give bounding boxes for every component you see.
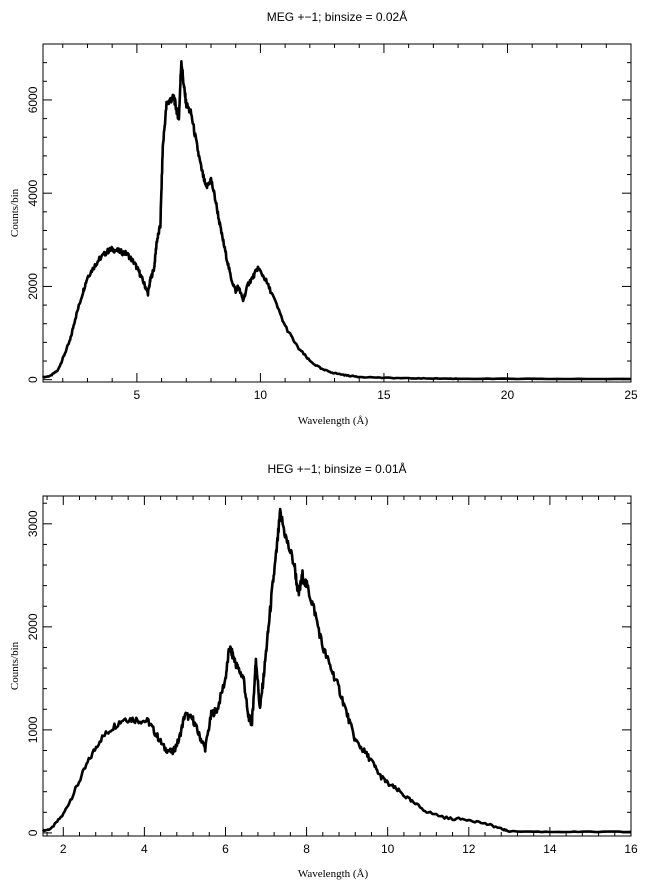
meg-x-axis-label: Wavelength (Å) [298, 415, 369, 427]
meg-plot-frame [42, 43, 632, 383]
meg-y-tick-label: 0 [26, 376, 40, 383]
heg-x-tick-label: 12 [462, 842, 476, 856]
meg-spectrum-line [42, 59, 632, 381]
heg-x-tick-label: 14 [543, 842, 557, 856]
heg-plot-frame [42, 495, 632, 837]
meg-y-axis-label: Counts/bin [9, 188, 21, 237]
heg-x-tick-label: 16 [624, 842, 638, 856]
meg-x-tick-label: 5 [134, 388, 141, 402]
meg-chart: MEG +−1; binsize = 0.02Å 5 10 15 20 25 0 2000 4… [9, 9, 638, 427]
meg-x-tick-label: 10 [254, 388, 268, 402]
meg-plot-area: 5 10 15 20 25 0 2000 4000 6000 [26, 44, 638, 402]
heg-y-tick-label: 2000 [26, 613, 40, 640]
heg-x-tick-label: 6 [222, 842, 229, 856]
heg-x-tick-label: 10 [381, 842, 395, 856]
heg-x-tick-label: 8 [303, 842, 310, 856]
meg-y-tick-label: 2000 [26, 273, 40, 300]
heg-x-tick-label: 4 [141, 842, 148, 856]
heg-title: HEG +−1; binsize = 0.01Å [267, 461, 406, 476]
heg-y-tick-label: 0 [26, 829, 40, 836]
heg-x-tick-label: 2 [60, 842, 67, 856]
heg-y-axis-label: Counts/bin [9, 641, 21, 690]
heg-chart: HEG +−1; binsize = 0.01Å 2 4 6 8 10 12 14 16 0 10… [9, 461, 638, 880]
meg-title: MEG +−1; binsize = 0.02Å [267, 9, 407, 24]
meg-x-tick-label: 25 [624, 388, 638, 402]
heg-y-tick-label: 1000 [26, 716, 40, 743]
heg-y-tick-label: 3000 [26, 510, 40, 537]
heg-x-axis-label: Wavelength (Å) [298, 868, 369, 880]
meg-x-tick-label: 20 [501, 388, 515, 402]
meg-y-tick-label: 6000 [26, 86, 40, 113]
heg-spectrum-line [41, 507, 632, 834]
meg-x-tick-label: 15 [377, 388, 391, 402]
heg-plot-area: 2 4 6 8 10 12 14 16 0 1000 2000 3000 [26, 496, 638, 856]
meg-y-tick-label: 4000 [26, 180, 40, 207]
